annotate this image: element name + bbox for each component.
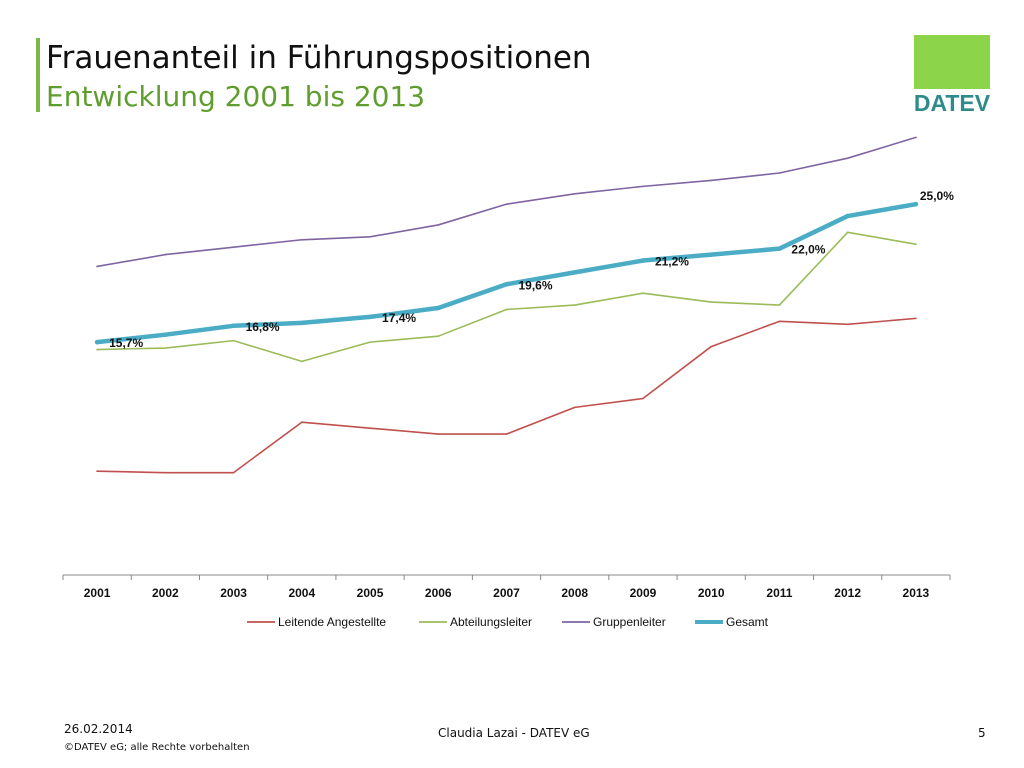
data-point	[94, 339, 100, 345]
data-point	[164, 253, 167, 256]
footer-date: 26.02.2014	[64, 722, 133, 736]
data-point	[367, 314, 373, 320]
data-point	[778, 304, 781, 306]
data-point	[915, 243, 917, 246]
datev-logo: DATEV	[912, 35, 991, 116]
data-point	[708, 252, 714, 257]
data-point	[163, 332, 168, 337]
data-point	[301, 421, 303, 424]
page-title: Frauenanteil in Führungspositionen	[46, 40, 592, 76]
data-point	[915, 136, 917, 139]
data-point	[299, 320, 305, 326]
x-tick-label: 2013	[903, 586, 930, 600]
data-label: 21,2%	[655, 255, 689, 269]
x-tick-label: 2009	[630, 586, 657, 600]
data-point	[231, 323, 236, 329]
data-point	[642, 185, 644, 188]
logo-green-square	[914, 35, 990, 89]
x-tick-label: 2010	[698, 586, 725, 600]
data-point	[369, 427, 371, 429]
data-point	[96, 265, 98, 268]
data-point	[369, 341, 371, 343]
logo-text: DATEV	[913, 90, 991, 116]
data-point	[505, 203, 508, 205]
data-point	[846, 323, 849, 326]
data-point	[437, 335, 440, 337]
data-label: 16,8%	[246, 320, 280, 334]
data-point	[301, 360, 303, 363]
footer-author: Claudia Lazai - DATEV eG	[438, 726, 590, 740]
data-point	[232, 246, 235, 248]
data-point	[505, 308, 508, 311]
data-point	[369, 236, 371, 238]
data-point	[710, 301, 712, 303]
data-point	[710, 179, 712, 182]
data-point	[777, 246, 782, 251]
data-point	[642, 397, 644, 400]
data-point	[505, 433, 508, 435]
data-point	[437, 224, 440, 226]
data-point	[573, 192, 576, 195]
data-point	[96, 470, 98, 472]
data-point	[504, 282, 509, 287]
x-tick-label: 2004	[288, 586, 315, 600]
data-point	[573, 406, 576, 409]
data-point	[437, 433, 440, 435]
data-point	[301, 238, 303, 241]
data-point	[640, 258, 646, 263]
page-number: 5	[978, 726, 986, 740]
data-point	[846, 231, 849, 234]
x-tick-label: 2005	[357, 586, 384, 600]
data-point	[846, 157, 849, 159]
page-subtitle: Entwicklung 2001 bis 2013	[46, 80, 426, 113]
data-point	[232, 471, 235, 474]
data-point	[96, 348, 98, 351]
x-tick-label: 2001	[84, 586, 111, 600]
legend-label: Gesamt	[726, 615, 769, 629]
data-point	[164, 347, 167, 349]
data-point	[845, 213, 850, 219]
x-tick-label: 2006	[425, 586, 452, 600]
legend-label: Gruppenleiter	[593, 615, 666, 629]
data-point	[778, 320, 781, 323]
data-point	[642, 292, 644, 294]
data-point	[164, 471, 167, 474]
data-label: 15,7%	[109, 336, 143, 350]
data-point	[572, 270, 577, 275]
x-tick-label: 2011	[766, 586, 792, 600]
data-point	[436, 305, 441, 311]
title-accent-bar	[36, 38, 40, 112]
data-point	[915, 317, 917, 320]
data-label: 17,4%	[382, 311, 416, 325]
footer-copyright: ©DATEV eG; alle Rechte vorbehalten	[64, 742, 250, 753]
data-label: 22,0%	[791, 243, 825, 257]
data-point	[710, 345, 712, 348]
x-tick-label: 2002	[152, 586, 179, 600]
legend-label: Leitende Angestellte	[278, 615, 386, 629]
data-point	[232, 339, 235, 342]
x-tick-label: 2007	[493, 586, 520, 600]
data-label: 25,0%	[920, 189, 954, 203]
data-point	[573, 304, 576, 306]
data-point	[913, 201, 919, 207]
x-tick-label: 2012	[834, 586, 861, 600]
data-label: 19,6%	[519, 278, 553, 292]
legend-label: Abteilungsleiter	[450, 615, 532, 629]
data-point	[778, 172, 781, 174]
x-tick-label: 2008	[561, 586, 588, 600]
x-tick-label: 2003	[220, 586, 247, 600]
